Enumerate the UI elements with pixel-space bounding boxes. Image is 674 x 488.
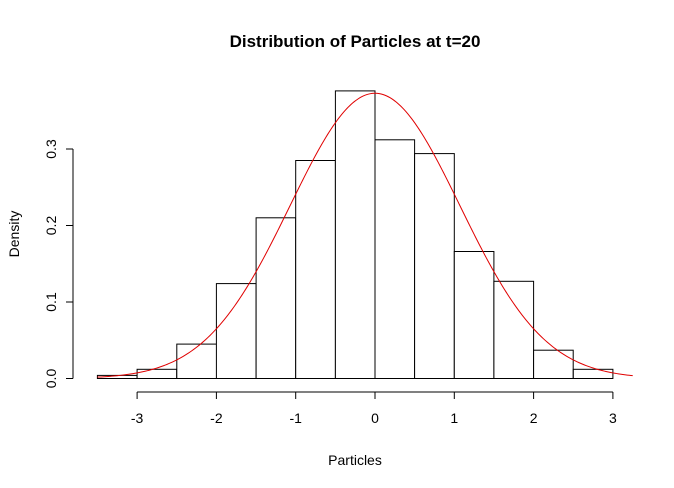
y-tick-label: 0.3 [43,139,59,159]
y-axis-label: Density [6,211,22,258]
x-tick-label: 2 [530,410,538,426]
histogram-bar-2 [176,343,218,380]
histogram-bar-11 [533,349,574,380]
histogram-bar-5 [295,160,336,379]
histogram-bar-7 [374,139,416,379]
x-tick-label: -2 [210,410,223,426]
x-tick-label: 3 [609,410,617,426]
histogram-bars [96,90,614,380]
y-tick-label: 0.2 [43,216,59,236]
histogram-bar-1 [136,368,178,379]
y-tick-label: 0.1 [43,292,59,312]
chart-title: Distribution of Particles at t=20 [230,32,481,51]
histogram-bar-12 [572,368,614,379]
x-tick-label: -1 [289,410,302,426]
histogram-bar-10 [493,280,535,379]
histogram-bar-3 [215,283,257,380]
x-axis: -3 -2 -1 0 1 2 3 [131,391,617,426]
x-axis-label: Particles [328,452,382,468]
x-tick-label: 1 [450,410,458,426]
x-tick-label: 0 [371,410,379,426]
y-tick-label: 0.0 [43,369,59,389]
histogram-bar-4 [255,217,297,379]
y-axis: 0.0 0.1 0.2 0.3 [43,139,74,389]
histogram-bar-6 [334,90,376,380]
x-tick-label: -3 [131,410,144,426]
histogram-bar-8 [414,153,455,379]
histogram-bar-9 [453,251,495,379]
normal-density-curve [97,92,633,378]
